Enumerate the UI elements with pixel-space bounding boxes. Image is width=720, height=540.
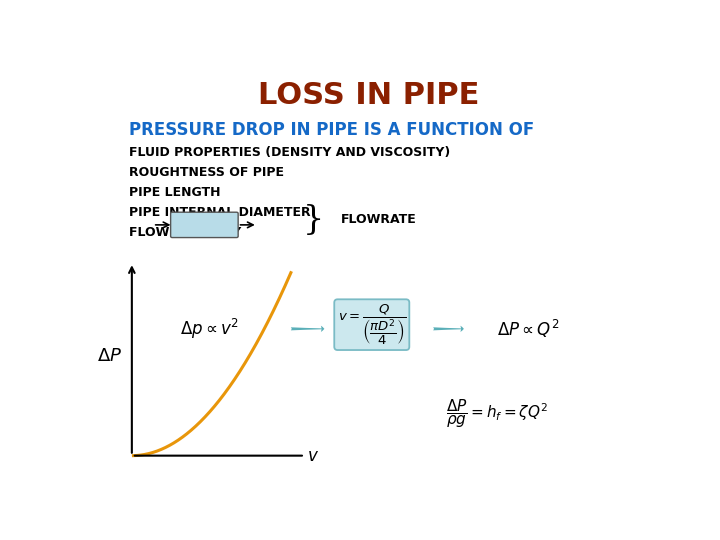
Text: }: } — [302, 204, 324, 236]
Text: $\dfrac{\Delta P}{\rho g} = h_f = \zeta Q^2$: $\dfrac{\Delta P}{\rho g} = h_f = \zeta … — [446, 397, 549, 430]
Text: $v$: $v$ — [307, 447, 319, 464]
Text: $\Delta P$: $\Delta P$ — [97, 347, 122, 365]
Text: PIPE INTERNAL DIAMETER: PIPE INTERNAL DIAMETER — [129, 206, 311, 219]
Text: $\Delta p \propto v^2$: $\Delta p \propto v^2$ — [181, 317, 240, 341]
Text: $v = \dfrac{Q}{\left(\dfrac{\pi D^2}{4}\right)}$: $v = \dfrac{Q}{\left(\dfrac{\pi D^2}{4}\… — [338, 302, 406, 347]
Text: FLOWRATE: FLOWRATE — [341, 213, 417, 226]
Text: PIPE LENGTH: PIPE LENGTH — [129, 186, 220, 199]
Text: FLOW VELOCITY: FLOW VELOCITY — [129, 226, 241, 239]
Text: PRESSURE DROP IN PIPE IS A FUNCTION OF: PRESSURE DROP IN PIPE IS A FUNCTION OF — [129, 121, 534, 139]
FancyBboxPatch shape — [171, 212, 238, 238]
Text: ROUGHTNESS OF PIPE: ROUGHTNESS OF PIPE — [129, 166, 284, 179]
Text: FLUID PROPERTIES (DENSITY AND VISCOSITY): FLUID PROPERTIES (DENSITY AND VISCOSITY) — [129, 146, 450, 159]
Text: $\Delta P \propto Q^2$: $\Delta P \propto Q^2$ — [497, 318, 559, 340]
Text: LOSS IN PIPE: LOSS IN PIPE — [258, 82, 480, 111]
